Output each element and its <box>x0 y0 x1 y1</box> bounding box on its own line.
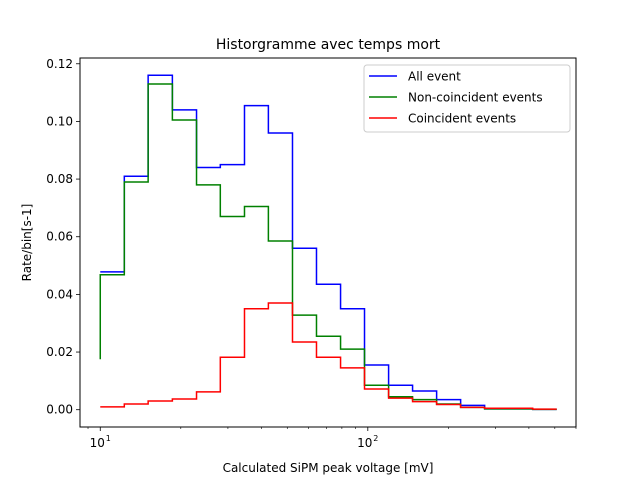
y-tick-label: 0.08 <box>46 172 73 186</box>
series-lines <box>99 74 557 411</box>
y-tick-label: 0.10 <box>46 114 73 128</box>
legend-box <box>363 64 571 133</box>
x-axis-label: Calculated SiPM peak voltage [mV] <box>223 461 434 475</box>
x-ticks: 10 1 10 2 <box>90 427 378 450</box>
y-ticks: 0.00 0.02 0.04 0.06 0.08 0.10 0.12 <box>46 57 80 417</box>
x-tick-label: 10 <box>90 436 105 450</box>
series-line-3 <box>100 302 557 410</box>
y-tick-label: 0.04 <box>46 287 73 301</box>
y-tick-label: 0.02 <box>46 345 73 359</box>
legend-label-2: Non-coincident events <box>408 91 543 105</box>
x-tick-exponent: 2 <box>373 434 378 443</box>
legend: All event Non-coincident events Coincident… <box>363 64 571 133</box>
x-tick-exponent: 1 <box>106 434 111 443</box>
y-axis-label: Rate/bin[s-1] <box>20 204 34 282</box>
legend-label-1: All event <box>408 70 461 84</box>
y-tick-label: 0.00 <box>46 403 73 417</box>
y-tick-label: 0.12 <box>46 57 73 71</box>
axes-frame <box>79 57 577 428</box>
y-tick-label: 0.06 <box>46 230 73 244</box>
chart-title: Historgramme avec temps mort <box>216 37 441 53</box>
x-tick-label: 10 <box>357 436 372 450</box>
legend-label-3: Coincident events <box>408 112 516 126</box>
